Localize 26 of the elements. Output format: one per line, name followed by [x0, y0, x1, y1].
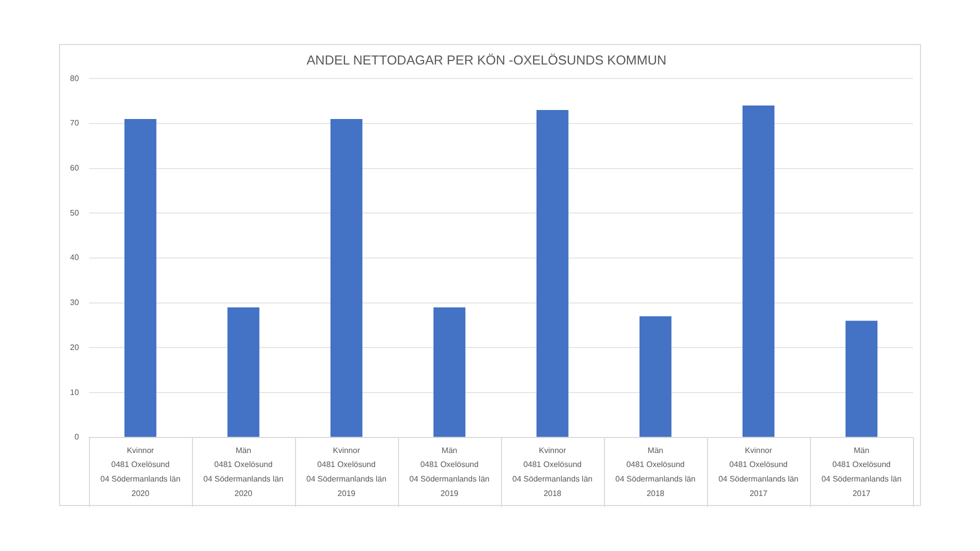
y-tick-label: 40	[70, 253, 80, 262]
x-tick-label: Kvinnor 0481 Oxelösund 04 Södermanlands län 2019	[306, 446, 386, 498]
y-tick-label: 80	[70, 74, 80, 83]
bar	[227, 307, 260, 437]
bar	[742, 106, 774, 437]
x-tick-label: Män 0481 Oxelösund 04 Södermanlands län 2017	[821, 446, 902, 498]
y-tick-label: 50	[70, 208, 80, 218]
bar	[846, 320, 878, 437]
x-tick-label: Kvinnor 0481 Oxelösund 04 Södermanlands län 2020	[100, 446, 180, 498]
x-tick-label: Kvinnor 0481 Oxelösund 04 Södermanlands län 2017	[718, 446, 799, 498]
chart-title: ANDEL NETTODAGAR PER KÖN -OXELÖSUNDS KOMMUN	[306, 52, 666, 68]
bar	[433, 307, 466, 437]
bar	[330, 118, 362, 437]
x-tick-label: Män 0481 Oxelösund 04 Södermanlands län 2020	[203, 446, 284, 498]
x-tick-label: Kvinnor 0481 Oxelösund 04 Södermanlands län 2018	[512, 446, 592, 498]
bar	[640, 316, 672, 437]
bar	[124, 118, 156, 437]
y-tick-label: 20	[70, 342, 80, 352]
y-tick-label: 60	[70, 164, 80, 173]
x-tick-label: Män 0481 Oxelösund 04 Södermanlands län 2019	[409, 446, 490, 498]
y-tick-label: 70	[70, 118, 80, 128]
y-tick-label: 30	[70, 298, 80, 308]
bar	[536, 110, 568, 437]
y-tick-label: 0	[74, 432, 80, 442]
y-tick-label: 10	[70, 388, 80, 397]
x-tick-label: Män 0481 Oxelösund 04 Södermanlands län 2018	[615, 446, 696, 498]
